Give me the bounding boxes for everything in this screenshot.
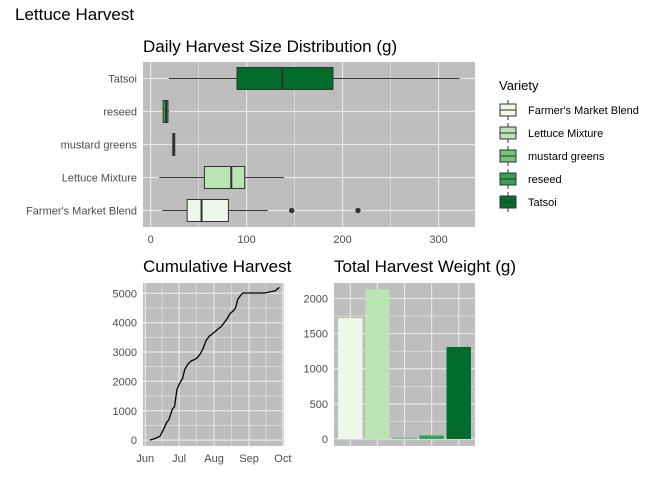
- boxplot-category-label: Lettuce Mixture: [62, 173, 137, 185]
- boxplot-category-label: Farmer's Market Blend: [26, 206, 137, 218]
- legend-label: mustard greens: [528, 151, 605, 163]
- cumulative-line: [149, 286, 280, 441]
- boxplot-category-label: reseed: [103, 107, 137, 119]
- legend-label: reseed: [528, 174, 562, 186]
- legend-item: Lettuce Mixture: [499, 123, 603, 143]
- cumulative-x-tick: Oct: [274, 453, 291, 465]
- boxplot-category-label: Tatsoi: [108, 74, 137, 86]
- legend: Variety Farmer's Market Blend Lettuce Mix…: [499, 78, 639, 212]
- legend-item: mustard greens: [499, 146, 605, 166]
- cumulative-y-tick: 4000: [113, 318, 137, 330]
- bar-tatsoi: [446, 346, 471, 439]
- cumulative-y-tick: 5000: [113, 288, 137, 300]
- boxplot-x-tick: 100: [237, 234, 255, 246]
- cumulative-y-tick: 1000: [113, 406, 137, 418]
- legend-item: Farmer's Market Blend: [499, 100, 639, 120]
- cumulative-y-tick: 0: [131, 435, 137, 447]
- totals-title: Total Harvest Weight (g): [334, 257, 516, 276]
- bar-lettuce-mixture: [365, 289, 390, 439]
- legend-item: Tatsoi: [499, 192, 557, 212]
- page-title: Lettuce Harvest: [15, 5, 134, 24]
- boxplot-panel: Daily Harvest Size Distribution (g) Farm…: [26, 37, 475, 246]
- totals-y-tick: 1500: [304, 329, 328, 341]
- boxplot-title: Daily Harvest Size Distribution (g): [143, 37, 397, 56]
- cumulative-x-tick: Aug: [204, 453, 224, 465]
- box-tatsoi: [236, 67, 334, 90]
- legend-label: Tatsoi: [528, 197, 557, 209]
- cumulative-panel: Cumulative Harvest 0 1000 2000 3000 4000 5000…: [113, 257, 292, 465]
- legend-title: Variety: [499, 78, 539, 93]
- totals-y-tick: 0: [322, 434, 328, 446]
- totals-y-tick: 500: [310, 399, 328, 411]
- cumulative-x-tick: Sep: [239, 453, 259, 465]
- legend-item: reseed: [499, 169, 562, 189]
- boxplot-category-label: mustard greens: [61, 140, 138, 152]
- bar-farmer-s-market-blend: [338, 318, 363, 439]
- cumulative-x-tick: Jun: [136, 453, 154, 465]
- cumulative-title: Cumulative Harvest: [143, 257, 292, 276]
- cumulative-y-tick: 3000: [113, 347, 137, 359]
- bar-reseed: [419, 435, 444, 439]
- cumulative-x-tick: Jul: [172, 453, 186, 465]
- cumulative-y-tick: 2000: [113, 376, 137, 388]
- totals-y-tick: 1000: [304, 364, 328, 376]
- boxplot-x-tick: 300: [429, 234, 447, 246]
- totals-y-tick: 2000: [304, 293, 328, 305]
- box-lettuce-mixture: [203, 166, 246, 189]
- legend-label: Farmer's Market Blend: [528, 105, 639, 117]
- legend-label: Lettuce Mixture: [528, 128, 603, 140]
- box-farmer-s-market-blend: [186, 199, 229, 222]
- box-outlier: [355, 207, 361, 214]
- boxplot-x-tick: 200: [333, 234, 351, 246]
- boxplot-x-tick: 0: [148, 234, 154, 246]
- box-outlier: [289, 207, 295, 214]
- totals-panel: Total Harvest Weight (g) 0 500 1000 1500 200…: [304, 257, 516, 446]
- bar-mustard-greens: [392, 437, 417, 439]
